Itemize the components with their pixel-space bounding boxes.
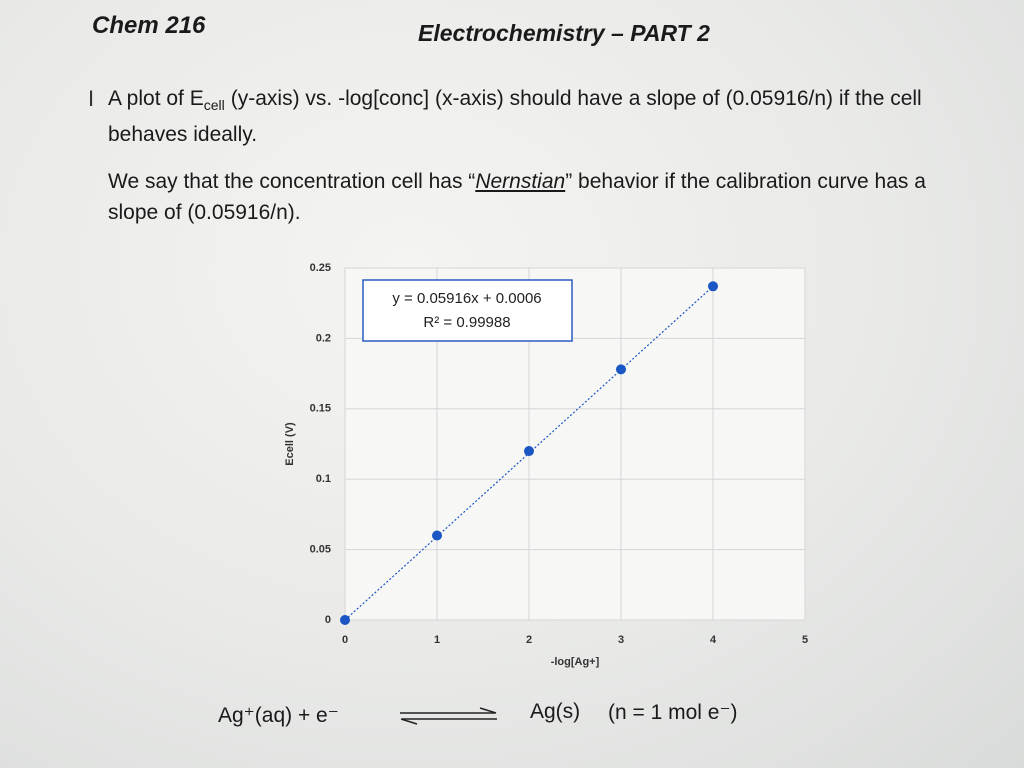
x-tick-label: 2 xyxy=(526,634,532,646)
paragraph: A plot of Ecell (y-axis) vs. -log[conc] (… xyxy=(108,84,968,150)
arrow-head xyxy=(400,718,418,725)
text: We say that the concentration cell has “ xyxy=(108,170,476,193)
x-tick-label: 0 xyxy=(342,634,348,646)
annotation: R² = 0.99988 xyxy=(423,314,510,331)
term: Nernstian xyxy=(475,170,566,193)
paragraph: We say that the concentration cell has “… xyxy=(108,166,948,228)
data-point xyxy=(340,615,350,625)
x-tick-label: 4 xyxy=(710,634,717,646)
y-tick-label: 0.2 xyxy=(316,332,331,344)
arrow-head xyxy=(479,707,497,714)
y-axis-label: Ecell (V) xyxy=(284,422,296,466)
x-tick-label: 3 xyxy=(618,634,624,646)
data-point xyxy=(708,281,718,292)
equation-left: Ag⁺(aq) + e⁻ xyxy=(218,704,339,727)
text: A plot of E xyxy=(108,87,204,110)
x-tick-label: 1 xyxy=(434,634,440,646)
annotation: y = 0.05916x + 0.0006 xyxy=(392,290,541,307)
text: ” behavior if the calibration curve has … xyxy=(108,170,926,224)
text-cursor: I xyxy=(88,86,95,111)
course-name: Chem 216 xyxy=(92,12,206,39)
data-point xyxy=(432,530,442,541)
data-point xyxy=(524,446,534,457)
x-tick-label: 5 xyxy=(802,634,808,646)
data-point xyxy=(616,364,626,375)
y-tick-label: 0 xyxy=(325,614,331,626)
y-tick-label: 0.1 xyxy=(316,473,331,485)
equation-note: (n = 1 mol e⁻) xyxy=(608,701,738,724)
annotation-box xyxy=(362,279,573,342)
text: (y-axis) vs. -log[conc] (x-axis) should … xyxy=(108,87,922,147)
y-tick-label: 0.05 xyxy=(310,544,331,556)
y-tick-label: 0.25 xyxy=(310,262,331,274)
subscript: cell xyxy=(203,97,225,114)
x-axis-label: -log[Ag+] xyxy=(551,656,600,668)
equation-right: Ag(s) xyxy=(530,700,581,723)
y-tick-label: 0.15 xyxy=(310,403,331,415)
slide-title: Electrochemistry – PART 2 xyxy=(418,20,710,46)
